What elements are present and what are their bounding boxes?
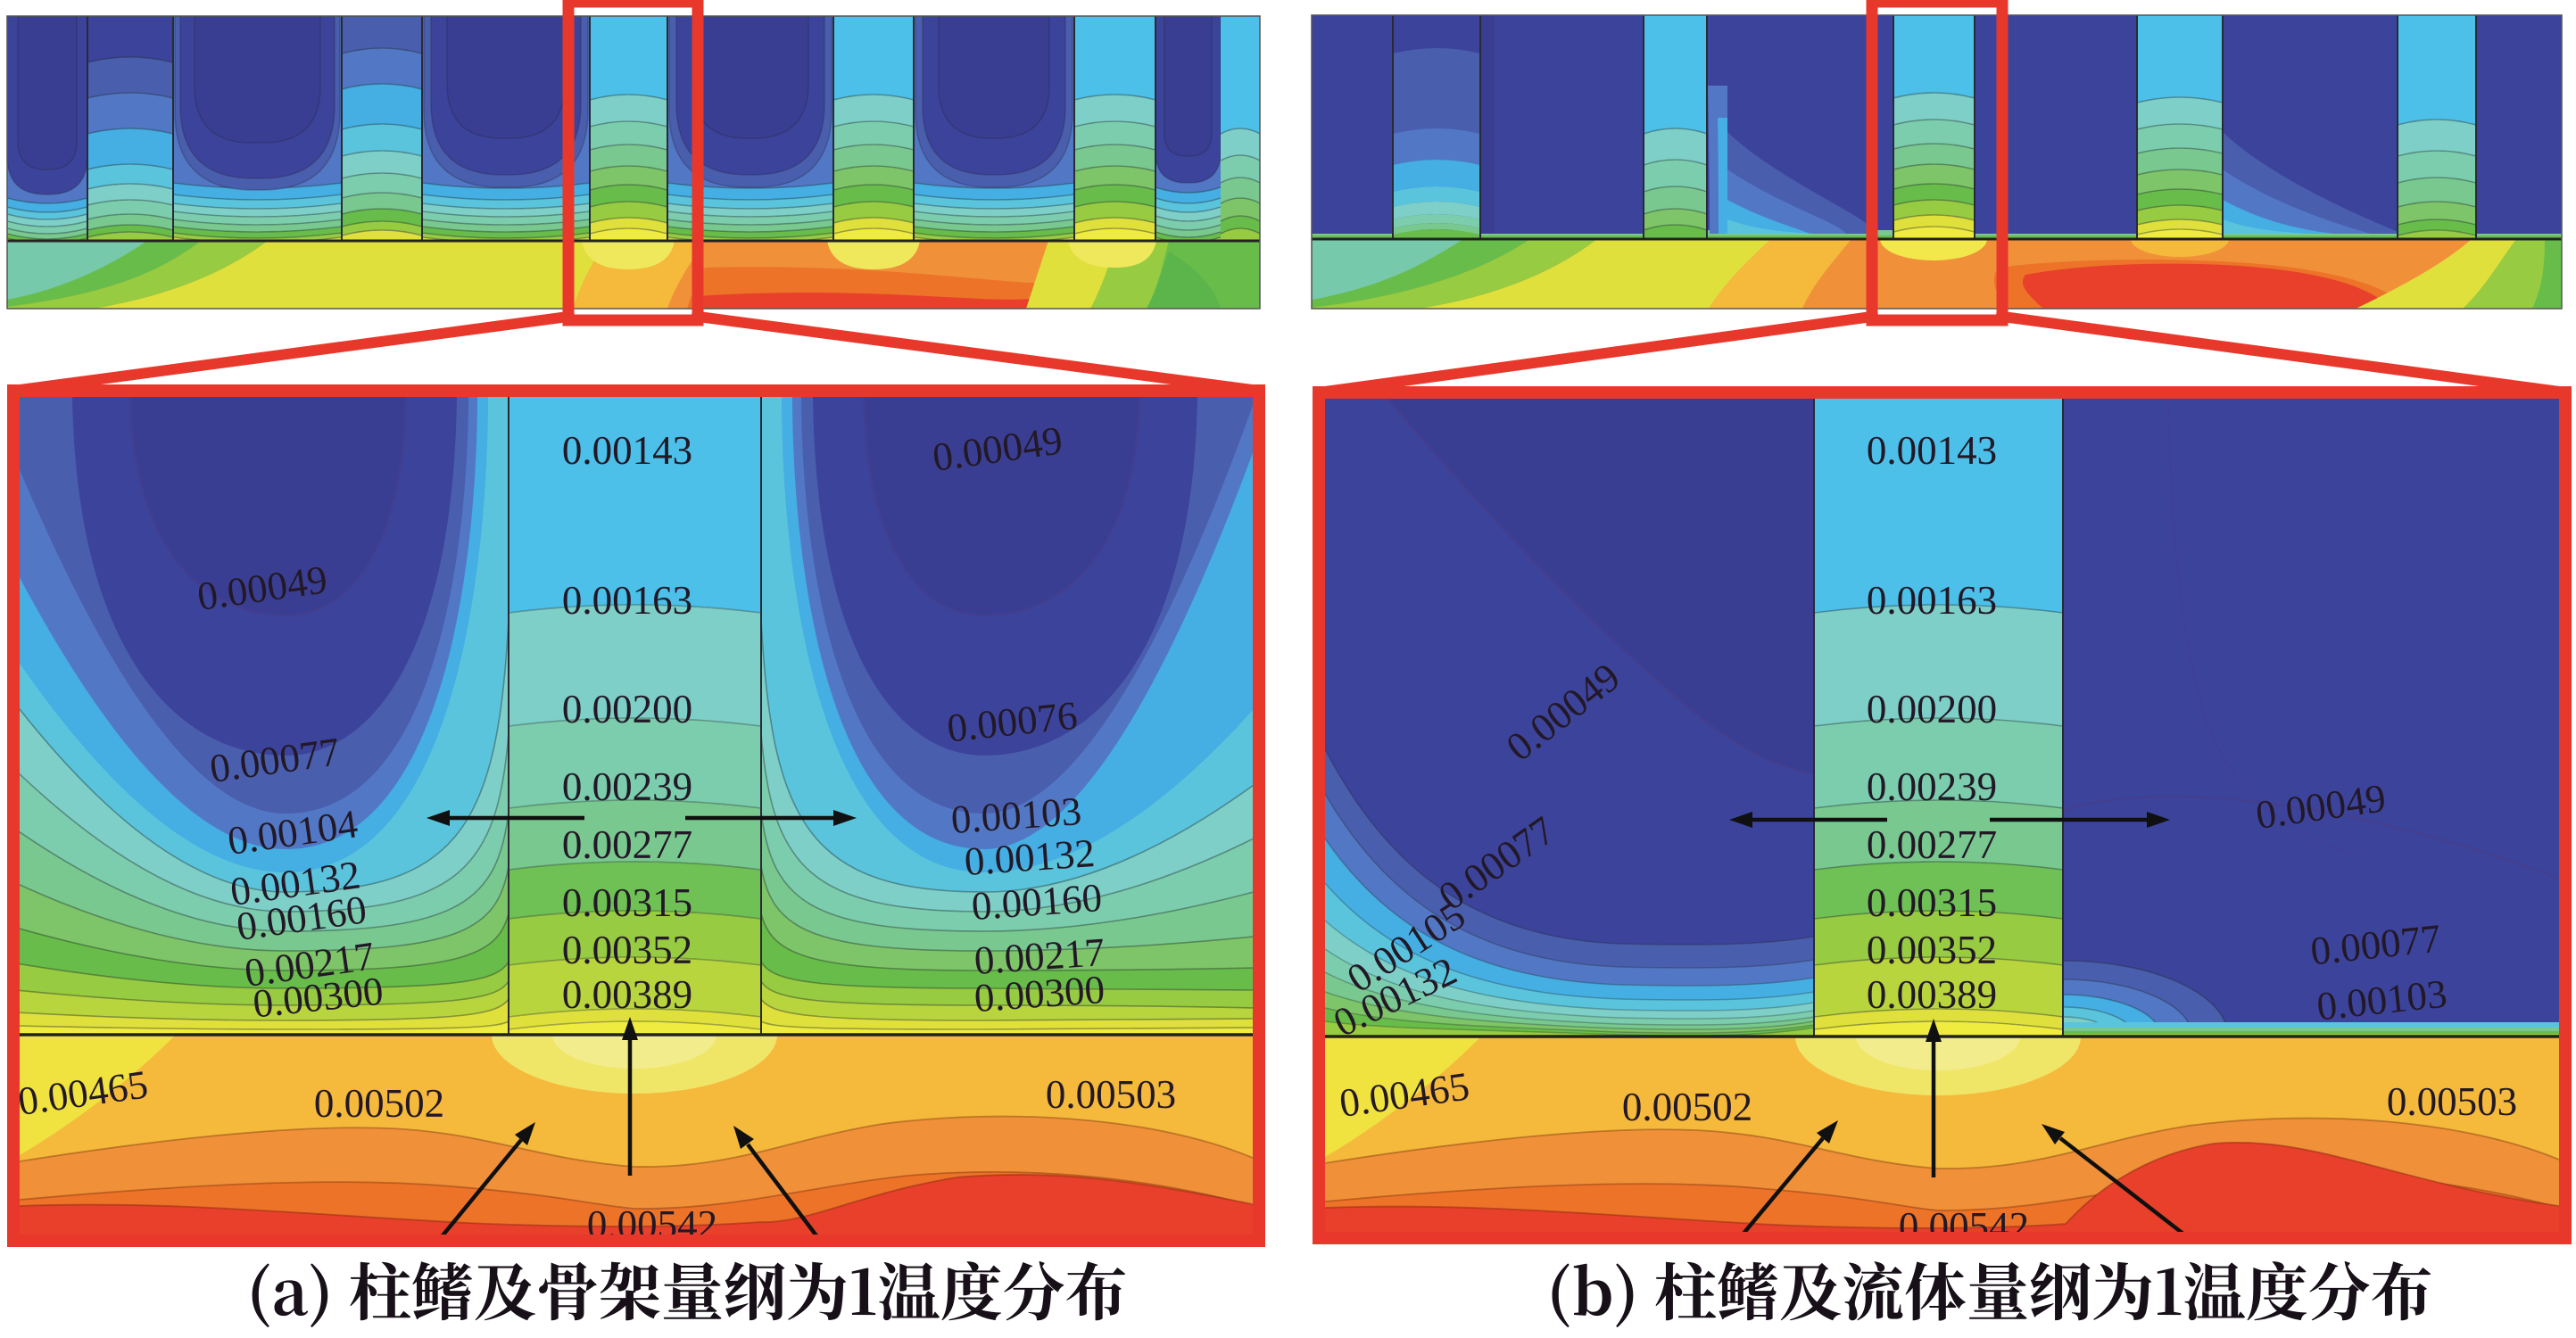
- svg-text:0.00352: 0.00352: [1867, 928, 1997, 972]
- svg-text:0.00389: 0.00389: [562, 972, 692, 1017]
- svg-text:0.00217: 0.00217: [973, 929, 1106, 983]
- svg-text:0.00160: 0.00160: [970, 875, 1103, 929]
- svg-text:0.00239: 0.00239: [1867, 764, 1997, 809]
- svg-text:0.00503: 0.00503: [2387, 1079, 2517, 1124]
- svg-text:0.00315: 0.00315: [562, 880, 692, 925]
- svg-text:0.00143: 0.00143: [562, 428, 692, 473]
- svg-text:0.00163: 0.00163: [1867, 578, 1997, 623]
- svg-text:0.00200: 0.00200: [1867, 687, 1997, 731]
- svg-text:0.00352: 0.00352: [562, 928, 692, 972]
- svg-text:0.00389: 0.00389: [1867, 972, 1997, 1017]
- svg-text:0.00502: 0.00502: [1622, 1085, 1752, 1129]
- svg-text:0.00239: 0.00239: [562, 764, 692, 809]
- svg-text:0.00503: 0.00503: [1046, 1072, 1176, 1117]
- svg-text:0.00502: 0.00502: [314, 1081, 444, 1126]
- svg-text:0.00132: 0.00132: [963, 830, 1096, 884]
- svg-text:0.00163: 0.00163: [562, 578, 692, 623]
- svg-text:0.00277: 0.00277: [562, 822, 692, 867]
- svg-text:0.00315: 0.00315: [1867, 880, 1997, 925]
- svg-text:0.00143: 0.00143: [1867, 428, 1997, 473]
- svg-text:0.00300: 0.00300: [973, 967, 1106, 1020]
- svg-text:0.00200: 0.00200: [562, 687, 692, 731]
- svg-text:0.00277: 0.00277: [1867, 822, 1997, 867]
- svg-text:0.00103: 0.00103: [949, 789, 1082, 842]
